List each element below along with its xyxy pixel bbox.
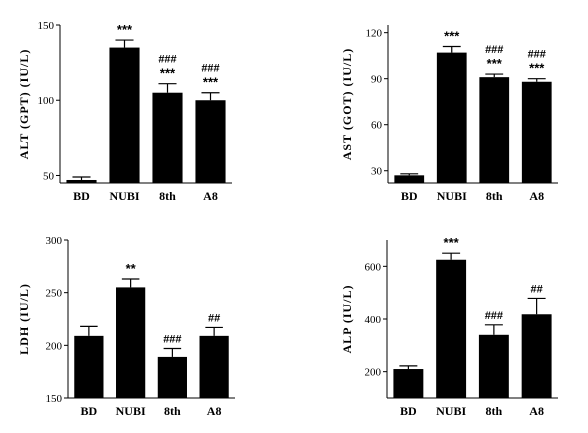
bar-8th [478, 334, 509, 398]
significance-star-label: ** [126, 261, 137, 276]
y-axis-label: AST (GOT) (IU/L) [340, 48, 354, 160]
significance-hash-label: ### [485, 310, 503, 322]
y-axis-label: ALP (IU/L) [340, 284, 354, 353]
bar-NUBI [109, 47, 140, 184]
significance-hash-label: ### [158, 54, 176, 66]
y-tick-label: 200 [365, 367, 382, 379]
y-tick-label: 250 [46, 288, 63, 300]
bar-NUBI [116, 287, 146, 398]
bar-A8 [521, 314, 552, 398]
significance-hash-label: ### [201, 63, 219, 75]
y-tick-label: 60 [371, 120, 383, 132]
significance-hash-label: ### [163, 333, 181, 345]
y-tick-label: 400 [365, 314, 382, 326]
category-label: BD [401, 189, 418, 203]
significance-star-label: *** [117, 22, 133, 37]
bar-BD [66, 179, 97, 183]
bar-8th [157, 356, 187, 398]
y-tick-label: 150 [38, 20, 55, 32]
category-label: 8th [164, 404, 181, 418]
category-label: 8th [159, 189, 176, 203]
category-label: BD [400, 404, 417, 418]
significance-hash-label: ### [485, 44, 503, 56]
bar-BD [394, 175, 425, 183]
bar-NUBI [436, 52, 467, 183]
y-tick-label: 50 [43, 170, 55, 182]
category-label: A8 [529, 404, 544, 418]
y-tick-label: 120 [366, 28, 383, 40]
category-label: NUBI [116, 404, 146, 418]
significance-star-label: *** [487, 56, 503, 71]
category-label: A8 [203, 189, 218, 203]
category-label: A8 [207, 404, 222, 418]
significance-hash-label: ## [208, 312, 220, 324]
y-tick-label: 600 [365, 261, 382, 273]
significance-star-label: *** [444, 28, 460, 43]
category-label: A8 [529, 189, 544, 203]
bar-A8 [521, 81, 552, 183]
bar-NUBI [436, 259, 467, 398]
category-label: NUBI [436, 404, 466, 418]
y-tick-label: 90 [371, 74, 383, 86]
bar-A8 [199, 335, 229, 398]
y-tick-label: 200 [46, 340, 63, 352]
category-label: NUBI [437, 189, 467, 203]
y-tick-label: 30 [371, 166, 383, 178]
bar-BD [74, 335, 104, 398]
bar-8th [479, 77, 510, 183]
significance-star-label: *** [160, 66, 176, 81]
category-label: 8th [486, 189, 503, 203]
y-tick-label: 300 [46, 235, 63, 247]
category-label: BD [73, 189, 90, 203]
bar-BD [393, 369, 424, 398]
bar-8th [152, 92, 183, 183]
y-axis-label: LDH (IU/L) [17, 283, 31, 355]
significance-star-label: *** [444, 235, 460, 250]
bar-A8 [195, 100, 226, 183]
significance-hash-label: ## [531, 283, 543, 295]
category-label: NUBI [109, 189, 139, 203]
category-label: 8th [486, 404, 503, 418]
significance-star-label: *** [203, 75, 219, 90]
y-tick-label: 150 [46, 393, 63, 405]
y-tick-label: 100 [38, 95, 55, 107]
y-axis-label: ALT (GPT) (IU/L) [17, 49, 31, 160]
significance-star-label: *** [529, 61, 545, 76]
category-label: BD [81, 404, 98, 418]
significance-hash-label: ### [528, 49, 546, 61]
